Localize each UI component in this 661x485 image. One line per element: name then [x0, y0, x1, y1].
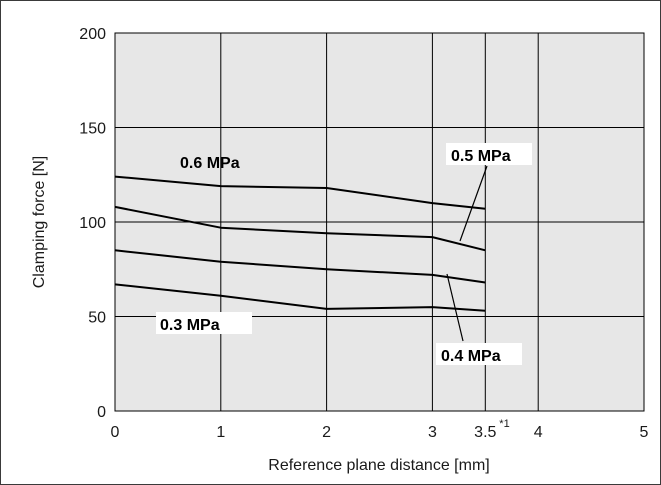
x-tick-label: 4	[534, 424, 543, 441]
series-lines	[114, 175, 486, 312]
series-label-0.5-mpa: 0.5 MPa	[451, 148, 511, 165]
x-axis-label: Reference plane distance [mm]	[268, 457, 489, 474]
series-label-bg-0.4-mpa	[436, 343, 522, 365]
y-tick-label: 150	[79, 121, 106, 138]
y-tick-label: 0	[97, 404, 106, 421]
series-line	[114, 249, 486, 284]
series-line	[114, 175, 486, 210]
series-label-0.6-mpa: 0.6 MPa	[180, 155, 240, 172]
x-tick-label: 0	[111, 424, 120, 441]
y-axis-label: Clamping force [N]	[31, 156, 48, 289]
series-label-bg-0.3-mpa	[156, 312, 252, 334]
series-label-0.4-mpa: 0.4 MPa	[441, 348, 501, 365]
series-label-bg-0.5-mpa	[446, 143, 532, 165]
x-tick-label: 5	[640, 424, 649, 441]
label-leader-0.4-mpa	[446, 273, 464, 342]
label-leader-0.5-mpa	[459, 165, 488, 242]
x-tick-label: 3.5	[474, 424, 496, 441]
x-tick-label: 1	[216, 424, 225, 441]
x-tick-footnote: *1	[499, 418, 509, 430]
series-line	[114, 205, 486, 252]
y-tick-label: 100	[79, 215, 106, 232]
x-tick-label: 3	[428, 424, 437, 441]
series-label-0.3-mpa: 0.3 MPa	[160, 317, 220, 334]
y-tick-label: 50	[88, 310, 106, 327]
y-tick-label: 200	[79, 26, 106, 43]
x-tick-label: 2	[322, 424, 331, 441]
series-line	[114, 283, 486, 312]
